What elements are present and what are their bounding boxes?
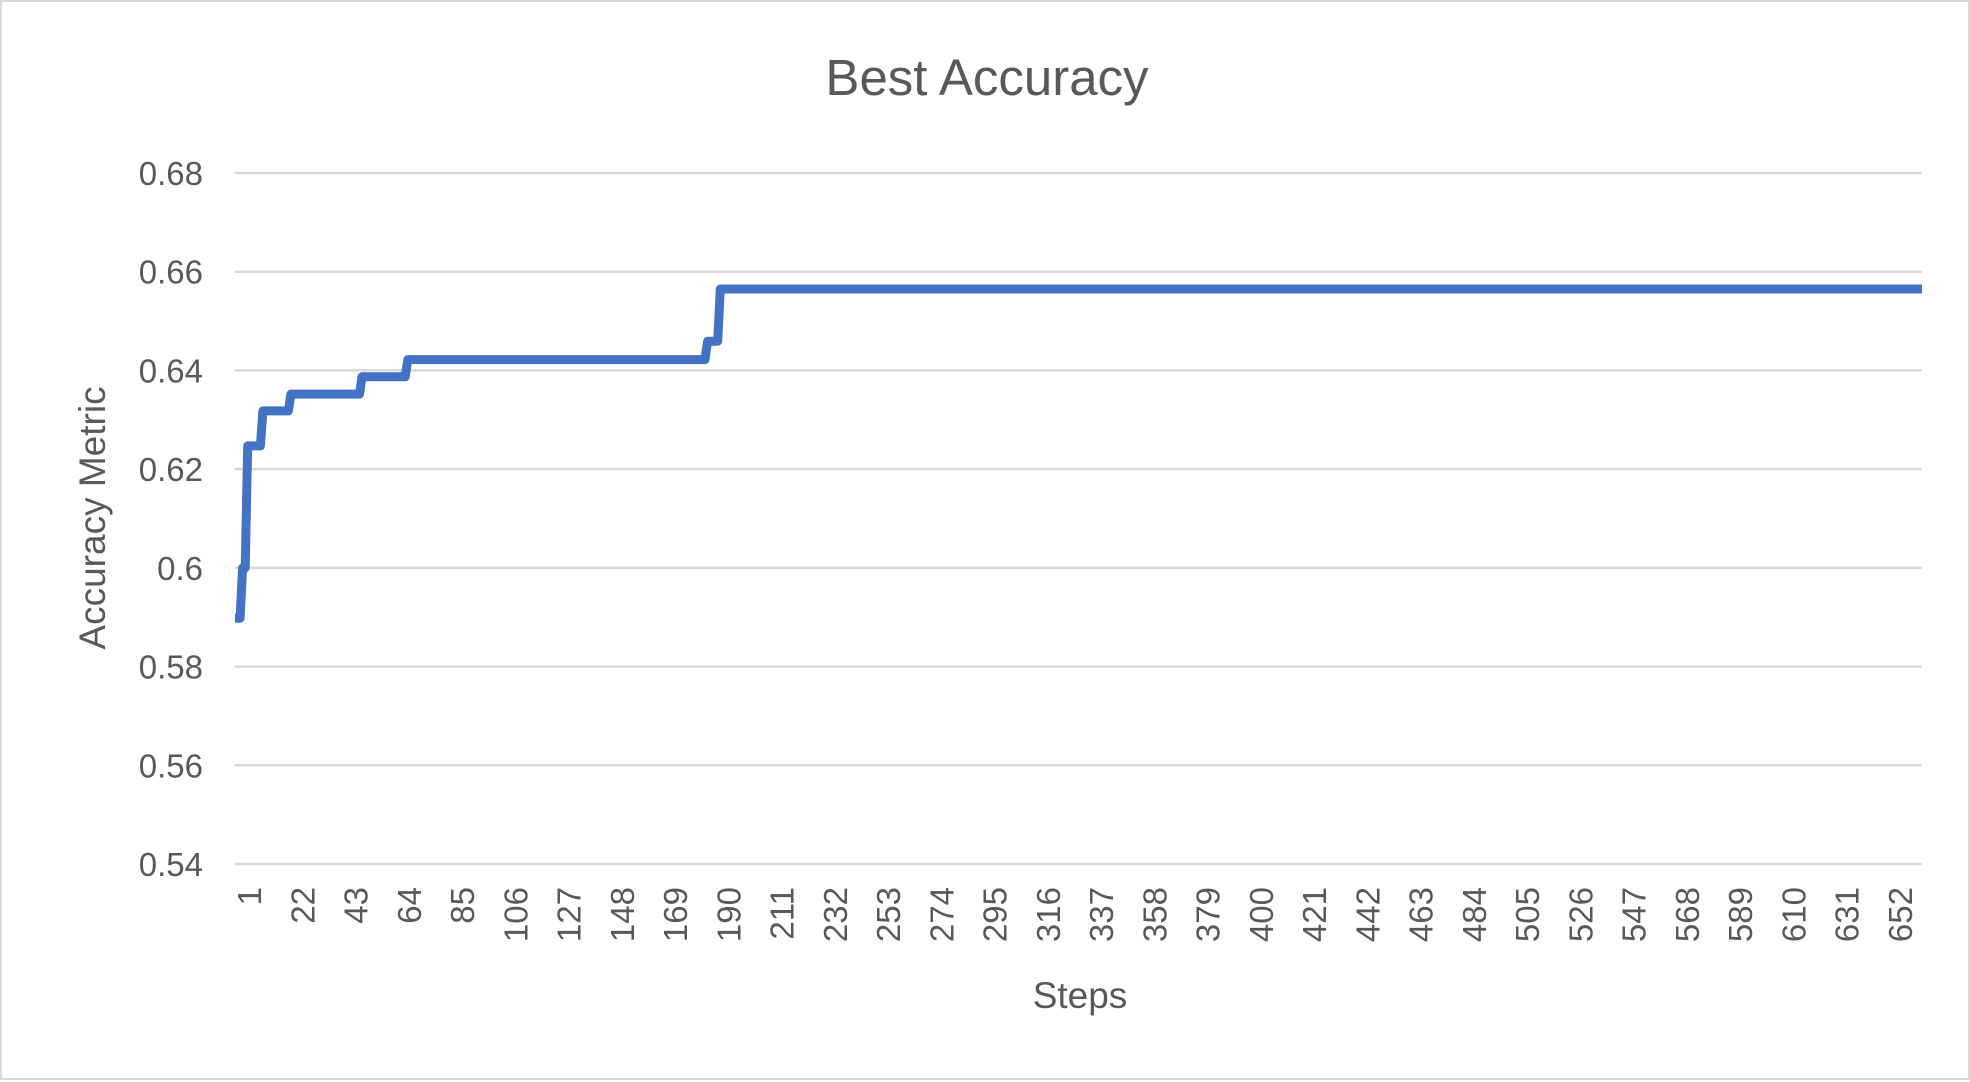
x-tick-label: 43	[338, 887, 375, 924]
x-tick-label: 295	[977, 887, 1014, 942]
y-tick-label: 0.66	[139, 254, 203, 291]
x-tick-label: 526	[1562, 887, 1599, 942]
x-tick-label: 547	[1616, 887, 1653, 942]
x-tick-label: 169	[657, 887, 694, 942]
x-tick-label: 358	[1136, 887, 1173, 942]
series-line	[235, 284, 1922, 623]
x-tick-label: 568	[1669, 887, 1706, 942]
x-axis-tick-labels: 1 22 43 64 85 106 127 148 169 190 211 232 253 274 295 3…	[231, 887, 1919, 942]
x-tick-label: 127	[551, 887, 588, 942]
series-group	[235, 284, 1922, 623]
x-tick-label: 253	[870, 887, 907, 942]
x-tick-label: 379	[1190, 887, 1227, 942]
x-tick-label: 64	[391, 887, 428, 924]
y-tick-label: 0.62	[139, 451, 203, 488]
x-tick-label: 190	[710, 887, 747, 942]
x-tick-label: 148	[604, 887, 641, 942]
x-tick-label: 232	[817, 887, 854, 942]
x-tick-label: 274	[923, 887, 960, 942]
y-tick-label: 0.54	[139, 846, 203, 883]
y-tick-label: 0.6	[157, 550, 203, 587]
x-tick-label: 1	[231, 887, 268, 905]
grid-lines	[235, 171, 1922, 866]
x-tick-label: 631	[1829, 887, 1866, 942]
x-tick-label: 85	[444, 887, 481, 924]
chart-title: Best Accuracy	[825, 49, 1149, 106]
x-tick-label: 337	[1083, 887, 1120, 942]
x-tick-label: 589	[1722, 887, 1759, 942]
x-tick-label: 421	[1296, 887, 1333, 942]
x-tick-label: 316	[1030, 887, 1067, 942]
x-tick-label: 463	[1403, 887, 1440, 942]
y-tick-label: 0.58	[139, 649, 203, 686]
y-tick-label: 0.64	[139, 352, 203, 389]
y-tick-label: 0.68	[139, 155, 203, 192]
x-tick-label: 484	[1456, 887, 1493, 942]
x-tick-label: 106	[497, 887, 534, 942]
x-tick-label: 22	[284, 887, 321, 924]
y-axis-tick-labels: 0.54 0.56 0.58 0.6 0.62 0.64 0.66 0.68	[139, 155, 203, 883]
x-tick-label: 211	[764, 887, 801, 940]
y-tick-label: 0.56	[139, 747, 203, 784]
x-axis-title: Steps	[1033, 975, 1128, 1016]
x-tick-label: 610	[1775, 887, 1812, 942]
x-tick-label: 442	[1349, 887, 1386, 942]
x-tick-label: 505	[1509, 887, 1546, 942]
y-axis-title: Accuracy Metric	[72, 386, 113, 649]
x-tick-label: 652	[1882, 887, 1919, 942]
x-tick-label: 400	[1243, 887, 1280, 942]
